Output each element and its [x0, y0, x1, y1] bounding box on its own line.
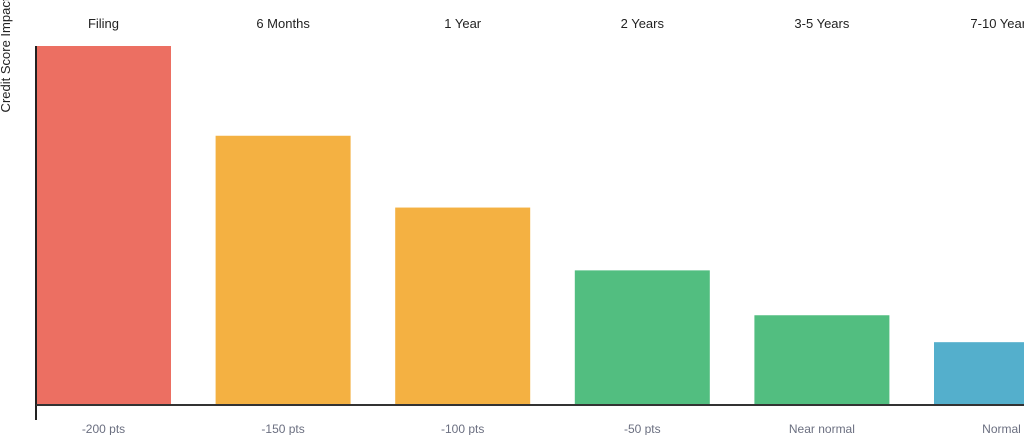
- y-axis-label: Credit Score Impact: [0, 0, 13, 112]
- bar-6-months: [215, 135, 351, 405]
- value-label: -50 pts: [624, 422, 661, 435]
- category-label: 1 Year: [444, 16, 482, 31]
- bar-1-year: [395, 207, 531, 405]
- bar-filing: [36, 46, 171, 405]
- bar-2-years: [574, 270, 710, 405]
- value-label: Normal: [982, 422, 1021, 435]
- value-label: Near normal: [789, 422, 855, 435]
- value-label: -150 pts: [261, 422, 304, 435]
- category-label: 6 Months: [256, 16, 310, 31]
- value-label: -100 pts: [441, 422, 484, 435]
- category-label: Filing: [88, 16, 119, 31]
- category-label: 3-5 Years: [794, 16, 849, 31]
- value-label: -200 pts: [82, 422, 125, 435]
- category-label: 7-10 Years: [970, 16, 1024, 31]
- bar-3-5-years: [754, 315, 890, 405]
- category-label: 2 Years: [621, 16, 665, 31]
- bar-7-10-years: [934, 342, 1024, 405]
